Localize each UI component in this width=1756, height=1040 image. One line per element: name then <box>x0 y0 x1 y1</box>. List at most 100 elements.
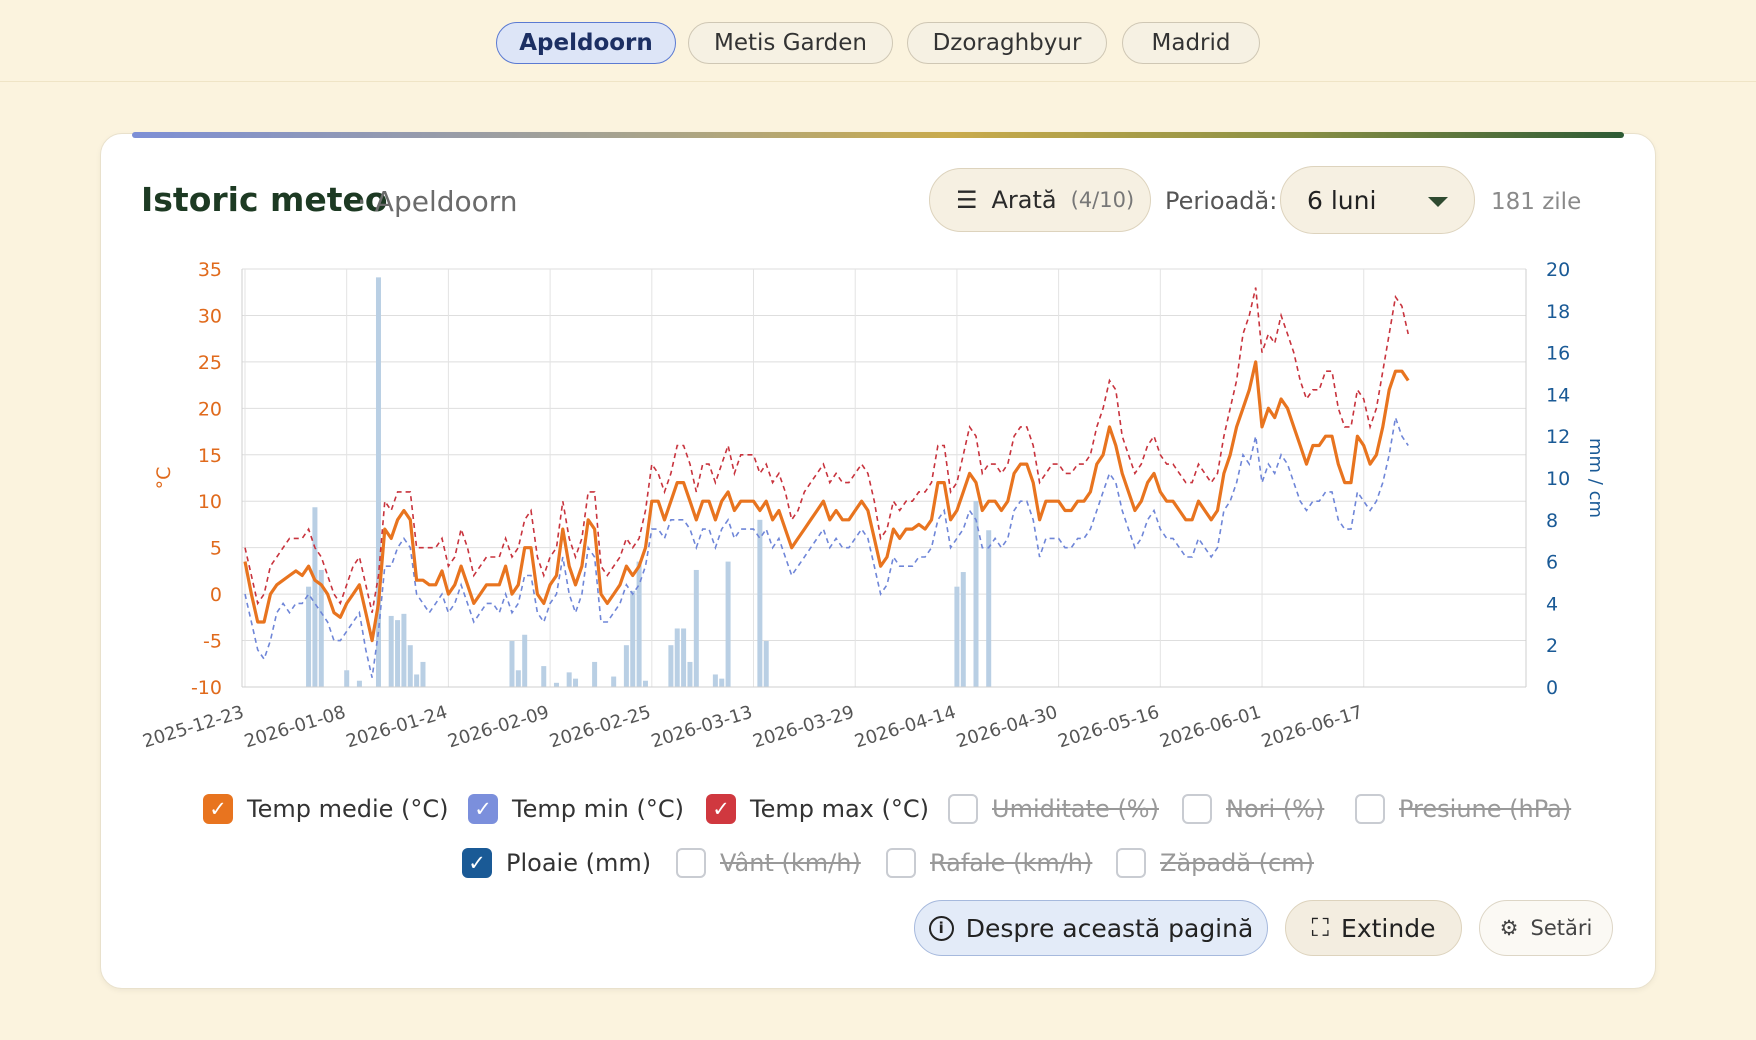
show-label: Arată <box>991 186 1057 214</box>
rain-bar <box>553 682 559 687</box>
legend-humidity[interactable]: Umiditate (%) <box>948 792 1159 826</box>
menu-icon: ☰ <box>956 186 978 214</box>
rain-bar <box>611 676 617 687</box>
y-tick-label-left: 0 <box>210 584 222 606</box>
rain-bar <box>668 645 674 687</box>
rain-bar <box>414 674 420 687</box>
legend-temp-mean[interactable]: ✓ Temp medie (°C) <box>203 792 449 826</box>
y-tick-label-left: 30 <box>198 305 222 327</box>
expand-label: Extinde <box>1341 913 1436 943</box>
card-accent-bar <box>132 132 1624 138</box>
top-bar: Apeldoorn Metis Garden Dzoraghbyur Madri… <box>0 0 1756 82</box>
settings-button[interactable]: ⚙ Setări <box>1479 900 1613 956</box>
legend-snow[interactable]: Zăpadă (cm) <box>1116 846 1314 880</box>
y-tick-label-left: 25 <box>198 352 222 374</box>
expand-button[interactable]: ⛶ Extinde <box>1285 900 1462 956</box>
checkbox-temp-min[interactable]: ✓ <box>468 794 498 824</box>
rain-bar <box>509 641 515 687</box>
rain-bar <box>318 569 324 687</box>
checkbox-gusts[interactable] <box>886 848 916 878</box>
checkbox-temp-max[interactable]: ✓ <box>706 794 736 824</box>
checkbox-wind[interactable] <box>676 848 706 878</box>
checkbox-clouds[interactable] <box>1182 794 1212 824</box>
legend-temp-min[interactable]: ✓ Temp min (°C) <box>468 792 684 826</box>
about-page-button[interactable]: i Despre această pagină <box>914 900 1268 956</box>
rain-bar <box>693 569 699 687</box>
legend-label: Temp medie (°C) <box>247 795 449 823</box>
x-tick-label: 2026-03-29 <box>751 702 857 753</box>
rain-bar <box>960 572 966 687</box>
about-label: Despre această pagină <box>965 913 1254 943</box>
temp-min-line <box>244 417 1409 678</box>
rain-bar <box>986 530 992 687</box>
checkbox-humidity[interactable] <box>948 794 978 824</box>
chart-grid <box>242 268 1526 688</box>
rain-bar <box>522 634 528 687</box>
tab-madrid[interactable]: Madrid <box>1122 22 1260 64</box>
period-label: Perioadă: <box>1165 187 1278 215</box>
x-tick-label: 2026-01-08 <box>242 702 348 753</box>
rain-bars <box>306 277 992 687</box>
show-series-button[interactable]: ☰ Arată (4/10) <box>929 168 1151 232</box>
legend-gusts[interactable]: Rafale (km/h) <box>886 846 1092 880</box>
rain-bar <box>712 674 718 687</box>
rain-bar <box>642 680 648 687</box>
checkbox-pressure[interactable] <box>1355 794 1385 824</box>
chevron-down-icon <box>1428 197 1448 207</box>
period-value: 6 luni <box>1307 185 1377 215</box>
legend-label: Temp min (°C) <box>512 795 684 823</box>
rain-bar <box>757 519 763 687</box>
legend-rain[interactable]: ✓ Ploaie (mm) <box>462 846 651 880</box>
rain-bar <box>306 586 312 687</box>
tab-dzoraghbyur[interactable]: Dzoraghbyur <box>907 22 1107 64</box>
days-count: 181 zile <box>1491 189 1582 215</box>
gear-icon: ⚙ <box>1499 916 1519 940</box>
rain-bar <box>420 661 426 687</box>
legend-pressure[interactable]: Presiune (hPa) <box>1355 792 1571 826</box>
rain-bar <box>541 666 547 687</box>
y-tick-label-left: -5 <box>203 631 222 653</box>
checkbox-snow[interactable] <box>1116 848 1146 878</box>
period-select[interactable]: 6 luni <box>1280 166 1475 234</box>
x-tick-label: 2026-06-17 <box>1259 702 1365 753</box>
rain-bar <box>681 628 687 687</box>
y-tick-label-right: 10 <box>1546 468 1570 490</box>
x-tick-label: 2026-04-14 <box>852 702 958 753</box>
legend-label: Nori (%) <box>1226 795 1325 823</box>
y-tick-label-left: 20 <box>198 398 222 420</box>
expand-icon: ⛶ <box>1311 913 1330 942</box>
legend-clouds[interactable]: Nori (%) <box>1182 792 1324 826</box>
rain-bar <box>566 672 572 687</box>
x-tick-label: 2026-03-13 <box>649 702 755 753</box>
legend-label: Presiune (hPa) <box>1399 795 1572 823</box>
rain-bar <box>407 645 413 687</box>
temp-lines <box>243 287 1410 678</box>
legend-label: Rafale (km/h) <box>930 849 1093 877</box>
tab-apeldoorn[interactable]: Apeldoorn <box>496 22 676 64</box>
y-tick-label-left: 35 <box>198 259 222 281</box>
checkbox-rain[interactable]: ✓ <box>462 848 492 878</box>
x-tick-label: 2026-02-25 <box>547 702 653 753</box>
y-tick-label-right: 2 <box>1546 635 1558 657</box>
legend-label: Ploaie (mm) <box>506 849 652 877</box>
rain-bar <box>573 678 579 687</box>
location-tabs: Apeldoorn Metis Garden Dzoraghbyur Madri… <box>0 22 1756 64</box>
y-tick-label-right: 6 <box>1546 552 1558 574</box>
temp-mean-line <box>243 360 1410 643</box>
y-tick-label-right: 0 <box>1546 677 1558 699</box>
legend-temp-max[interactable]: ✓ Temp max (°C) <box>706 792 929 826</box>
x-tick-label: 2026-01-24 <box>344 702 450 753</box>
rain-bar <box>356 680 362 687</box>
rain-bar <box>725 561 731 687</box>
rain-bar <box>674 628 680 687</box>
y-tick-label-right: 12 <box>1546 426 1570 448</box>
checkbox-temp-mean[interactable]: ✓ <box>203 794 233 824</box>
rain-bar <box>973 500 979 687</box>
legend-wind[interactable]: Vânt (km/h) <box>676 846 861 880</box>
rain-bar <box>719 678 725 687</box>
x-tick-label: 2026-05-16 <box>1056 702 1162 753</box>
legend-label: Zăpadă (cm) <box>1160 849 1314 877</box>
tab-metis-garden[interactable]: Metis Garden <box>688 22 893 64</box>
rain-bar <box>401 613 407 687</box>
x-tick-label: 2025-12-23 <box>140 702 246 753</box>
